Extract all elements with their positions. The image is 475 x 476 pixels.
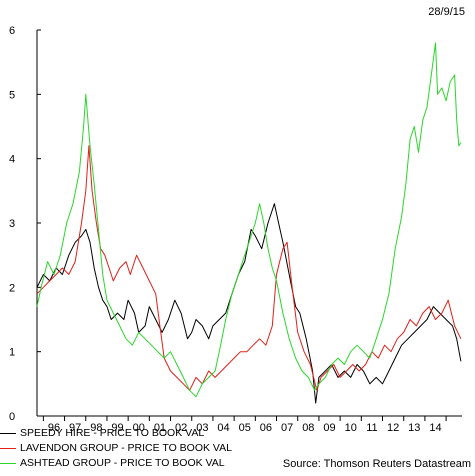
x-tick-label: 99 (111, 422, 123, 434)
series-line-speedy (36, 203, 462, 404)
x-tick-label: 03 (196, 422, 208, 434)
x-tick-label: 96 (48, 422, 60, 434)
date-label: 28/9/15 (428, 6, 465, 18)
chart-series (36, 42, 462, 404)
legend-item-speedy: SPEEDY HIRE - PRICE TO BOOK VAL (0, 428, 300, 439)
y-tick-label: 1 (9, 347, 15, 359)
series-line-ashtead (36, 42, 462, 398)
x-tick-label: 08 (302, 422, 314, 434)
x-tick-label: 98 (90, 422, 102, 434)
y-tick-label: 3 (9, 218, 15, 230)
x-tick-label: 09 (323, 422, 335, 434)
legend-label-lavendon: LAVENDON GROUP - PRICE TO BOOK VAL (20, 442, 232, 454)
x-tick-label: 06 (260, 422, 272, 434)
x-tick-label: 04 (217, 422, 229, 434)
x-tick-label: 12 (387, 422, 399, 434)
x-tick-label: 05 (239, 422, 251, 434)
source-note: Source: Thomson Reuters Datastream (282, 458, 471, 470)
y-tick-label: 6 (9, 25, 15, 37)
y-tick-label: 0 (9, 411, 15, 423)
y-tick-label: 4 (9, 154, 15, 166)
x-tick-label: 97 (69, 422, 81, 434)
x-tick-label: 02 (175, 422, 187, 434)
legend-label-ashtead: ASHTEAD GROUP - PRICE TO BOOK VAL (20, 457, 225, 469)
x-tick-label: 14 (429, 422, 441, 434)
legend-label-speedy: SPEEDY HIRE - PRICE TO BOOK VAL (20, 427, 205, 439)
x-tick-label: 01 (154, 422, 166, 434)
legend-item-ashtead: ASHTEAD GROUP - PRICE TO BOOK VAL (0, 458, 300, 469)
x-tick-label: 10 (345, 422, 357, 434)
legend-swatch-lavendon (0, 448, 16, 449)
legend-item-lavendon: LAVENDON GROUP - PRICE TO BOOK VAL (0, 443, 300, 454)
y-tick-label: 2 (9, 282, 15, 294)
y-tick-label: 5 (9, 89, 15, 101)
legend-swatch-ashtead (0, 463, 16, 464)
x-tick-label: 13 (408, 422, 420, 434)
x-tick-label: 11 (366, 422, 377, 434)
x-tick-label: 07 (281, 422, 293, 434)
x-tick-label: 00 (133, 422, 145, 434)
legend-swatch-speedy (0, 433, 16, 434)
